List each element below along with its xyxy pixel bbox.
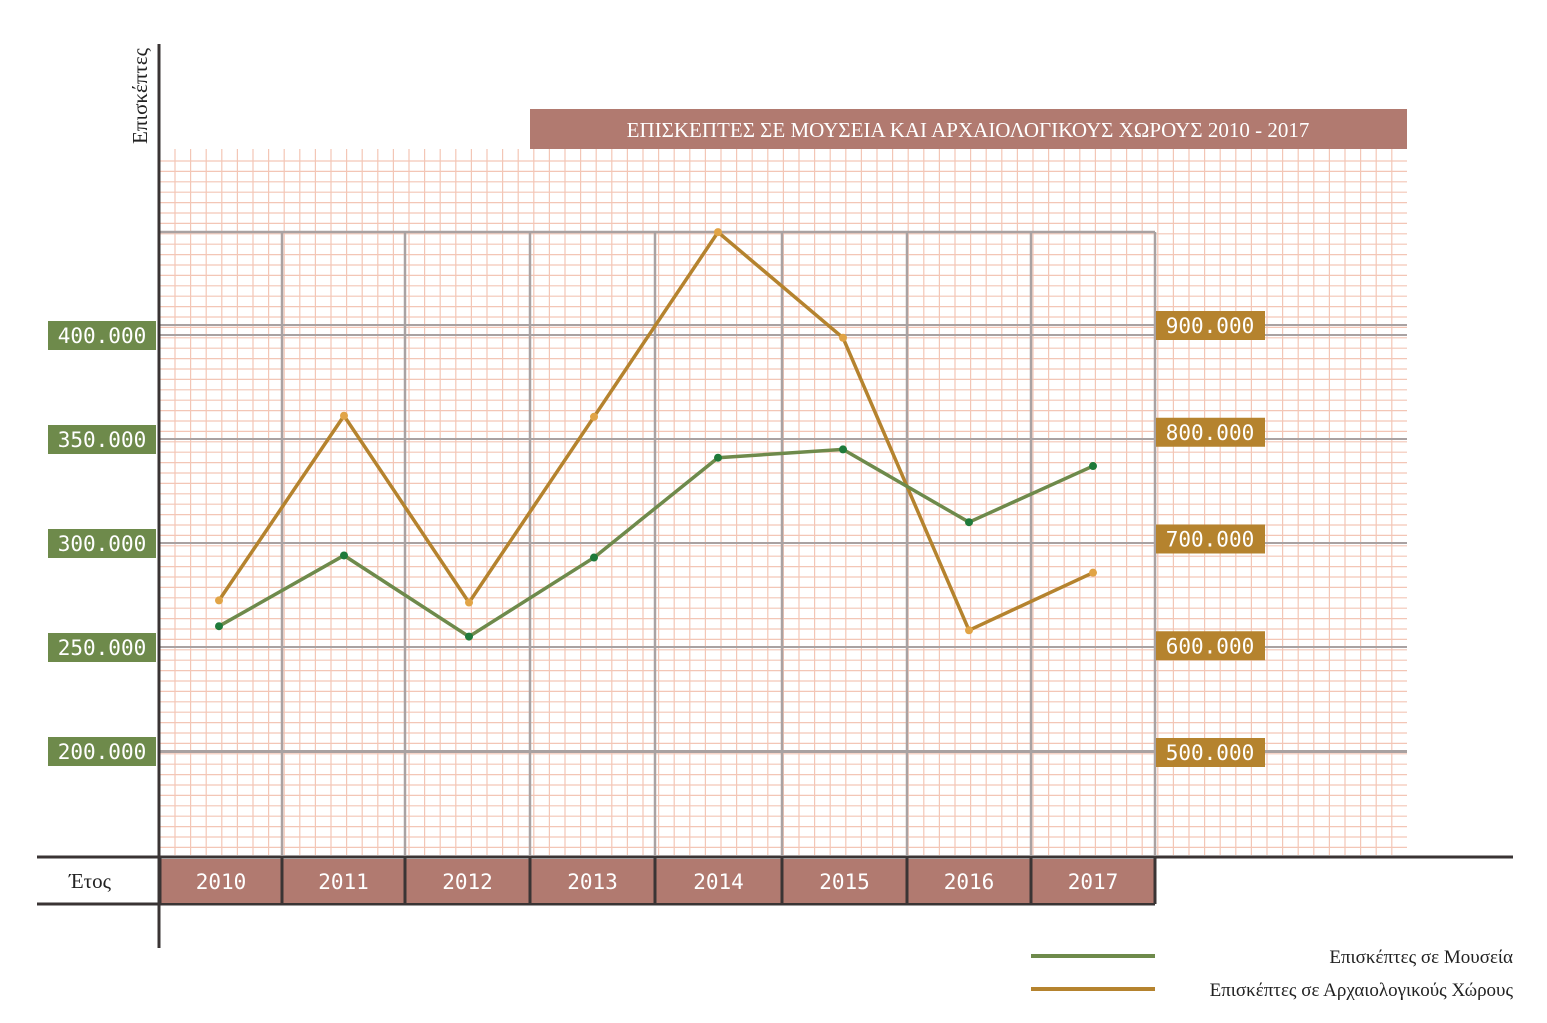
right-tick-label: 600.000 bbox=[1166, 634, 1255, 658]
right-tick-badge bbox=[1156, 631, 1265, 661]
right-tick-label: 700.000 bbox=[1166, 528, 1255, 552]
legend-label-museums: Επισκέπτες σε Μουσεία bbox=[1329, 947, 1513, 968]
left-axis-ticks: 200.000 250.000 300.000 350.000 400.000 bbox=[48, 321, 156, 766]
right-tick-label: 500.000 bbox=[1166, 741, 1255, 765]
data-point-museums bbox=[839, 445, 847, 454]
data-point-archaeological-sites bbox=[590, 412, 598, 421]
x-tick-label: 2015 bbox=[819, 870, 870, 894]
left-tick-label: 250.000 bbox=[58, 636, 147, 660]
data-point-archaeological-sites bbox=[465, 598, 473, 607]
axes bbox=[37, 44, 1513, 948]
right-tick-label: 800.000 bbox=[1166, 421, 1255, 445]
data-point-museums bbox=[965, 518, 973, 527]
series-line-museums bbox=[218, 447, 1094, 639]
series-lines bbox=[217, 229, 1094, 639]
x-tick-label: 2016 bbox=[944, 870, 995, 894]
left-tick-badge bbox=[48, 321, 156, 350]
data-point-museums bbox=[465, 632, 473, 641]
year-cell bbox=[161, 859, 281, 903]
title-background bbox=[530, 109, 1407, 149]
year-cell bbox=[531, 859, 654, 903]
legend: Επισκέπτες σε Μουσεία Επισκέπτες σε Αρχα… bbox=[1031, 947, 1513, 1001]
left-tick-label: 200.000 bbox=[58, 740, 147, 764]
y-axis-title: Επισκέπτες bbox=[128, 47, 152, 144]
x-tick-label: 2010 bbox=[196, 870, 247, 894]
x-axis-year-cells: 2010 2011 2012 2013 2014 2015 2016 2017 bbox=[158, 857, 1157, 904]
legend-label-archaeological-sites: Επισκέπτες σε Αρχαιολογικούς Χώρους bbox=[1210, 980, 1514, 1001]
left-tick-badge bbox=[48, 633, 156, 662]
data-point-museums bbox=[340, 551, 348, 560]
x-tick-label: 2013 bbox=[567, 870, 618, 894]
left-tick-label: 350.000 bbox=[58, 428, 147, 452]
year-cell bbox=[908, 859, 1030, 903]
data-point-museums bbox=[714, 453, 722, 462]
data-point-archaeological-sites bbox=[839, 333, 847, 342]
x-tick-label: 2014 bbox=[693, 870, 744, 894]
data-point-archaeological-sites bbox=[215, 596, 223, 605]
left-tick-badge bbox=[48, 425, 156, 454]
x-tick-label: 2017 bbox=[1068, 870, 1119, 894]
year-cell bbox=[283, 859, 404, 903]
right-tick-badge bbox=[1156, 738, 1265, 767]
title-band: ΕΠΙΣΚΕΠΤΕΣ ΣΕ ΜΟΥΣΕΙΑ ΚΑΙ ΑΡΧΑΙΟΛΟΓΙΚΟΥΣ… bbox=[530, 109, 1407, 149]
chart-title: ΕΠΙΣΚΕΠΤΕΣ ΣΕ ΜΟΥΣΕΙΑ ΚΑΙ ΑΡΧΑΙΟΛΟΓΙΚΟΥΣ… bbox=[627, 118, 1310, 142]
left-tick-badge bbox=[48, 529, 156, 558]
x-tick-label: 2012 bbox=[442, 870, 493, 894]
year-cell bbox=[783, 859, 906, 903]
right-tick-badge bbox=[1156, 311, 1265, 340]
data-point-archaeological-sites bbox=[965, 626, 973, 635]
left-tick-label: 400.000 bbox=[58, 324, 147, 348]
x-tick-label: 2011 bbox=[318, 870, 369, 894]
year-cell bbox=[406, 859, 529, 903]
x-axis-title: Έτος bbox=[68, 869, 112, 893]
left-tick-label: 300.000 bbox=[58, 532, 147, 556]
right-tick-badge bbox=[1156, 417, 1265, 447]
series-markers bbox=[215, 228, 1097, 641]
data-point-museums bbox=[590, 553, 598, 562]
series-line-archaeological-sites bbox=[217, 229, 1094, 633]
year-cell bbox=[656, 859, 781, 903]
data-point-archaeological-sites bbox=[714, 228, 722, 237]
data-point-museums bbox=[1089, 462, 1097, 471]
data-point-museums bbox=[215, 622, 223, 631]
data-point-archaeological-sites bbox=[340, 411, 348, 420]
year-cell bbox=[1032, 859, 1154, 903]
left-tick-badge bbox=[48, 737, 156, 766]
data-point-archaeological-sites bbox=[1089, 568, 1097, 577]
right-tick-label: 900.000 bbox=[1166, 314, 1255, 338]
right-tick-badge bbox=[1156, 524, 1265, 554]
right-axis-ticks: 500.000 600.000 700.000 800.000 900.000 bbox=[1156, 311, 1265, 767]
